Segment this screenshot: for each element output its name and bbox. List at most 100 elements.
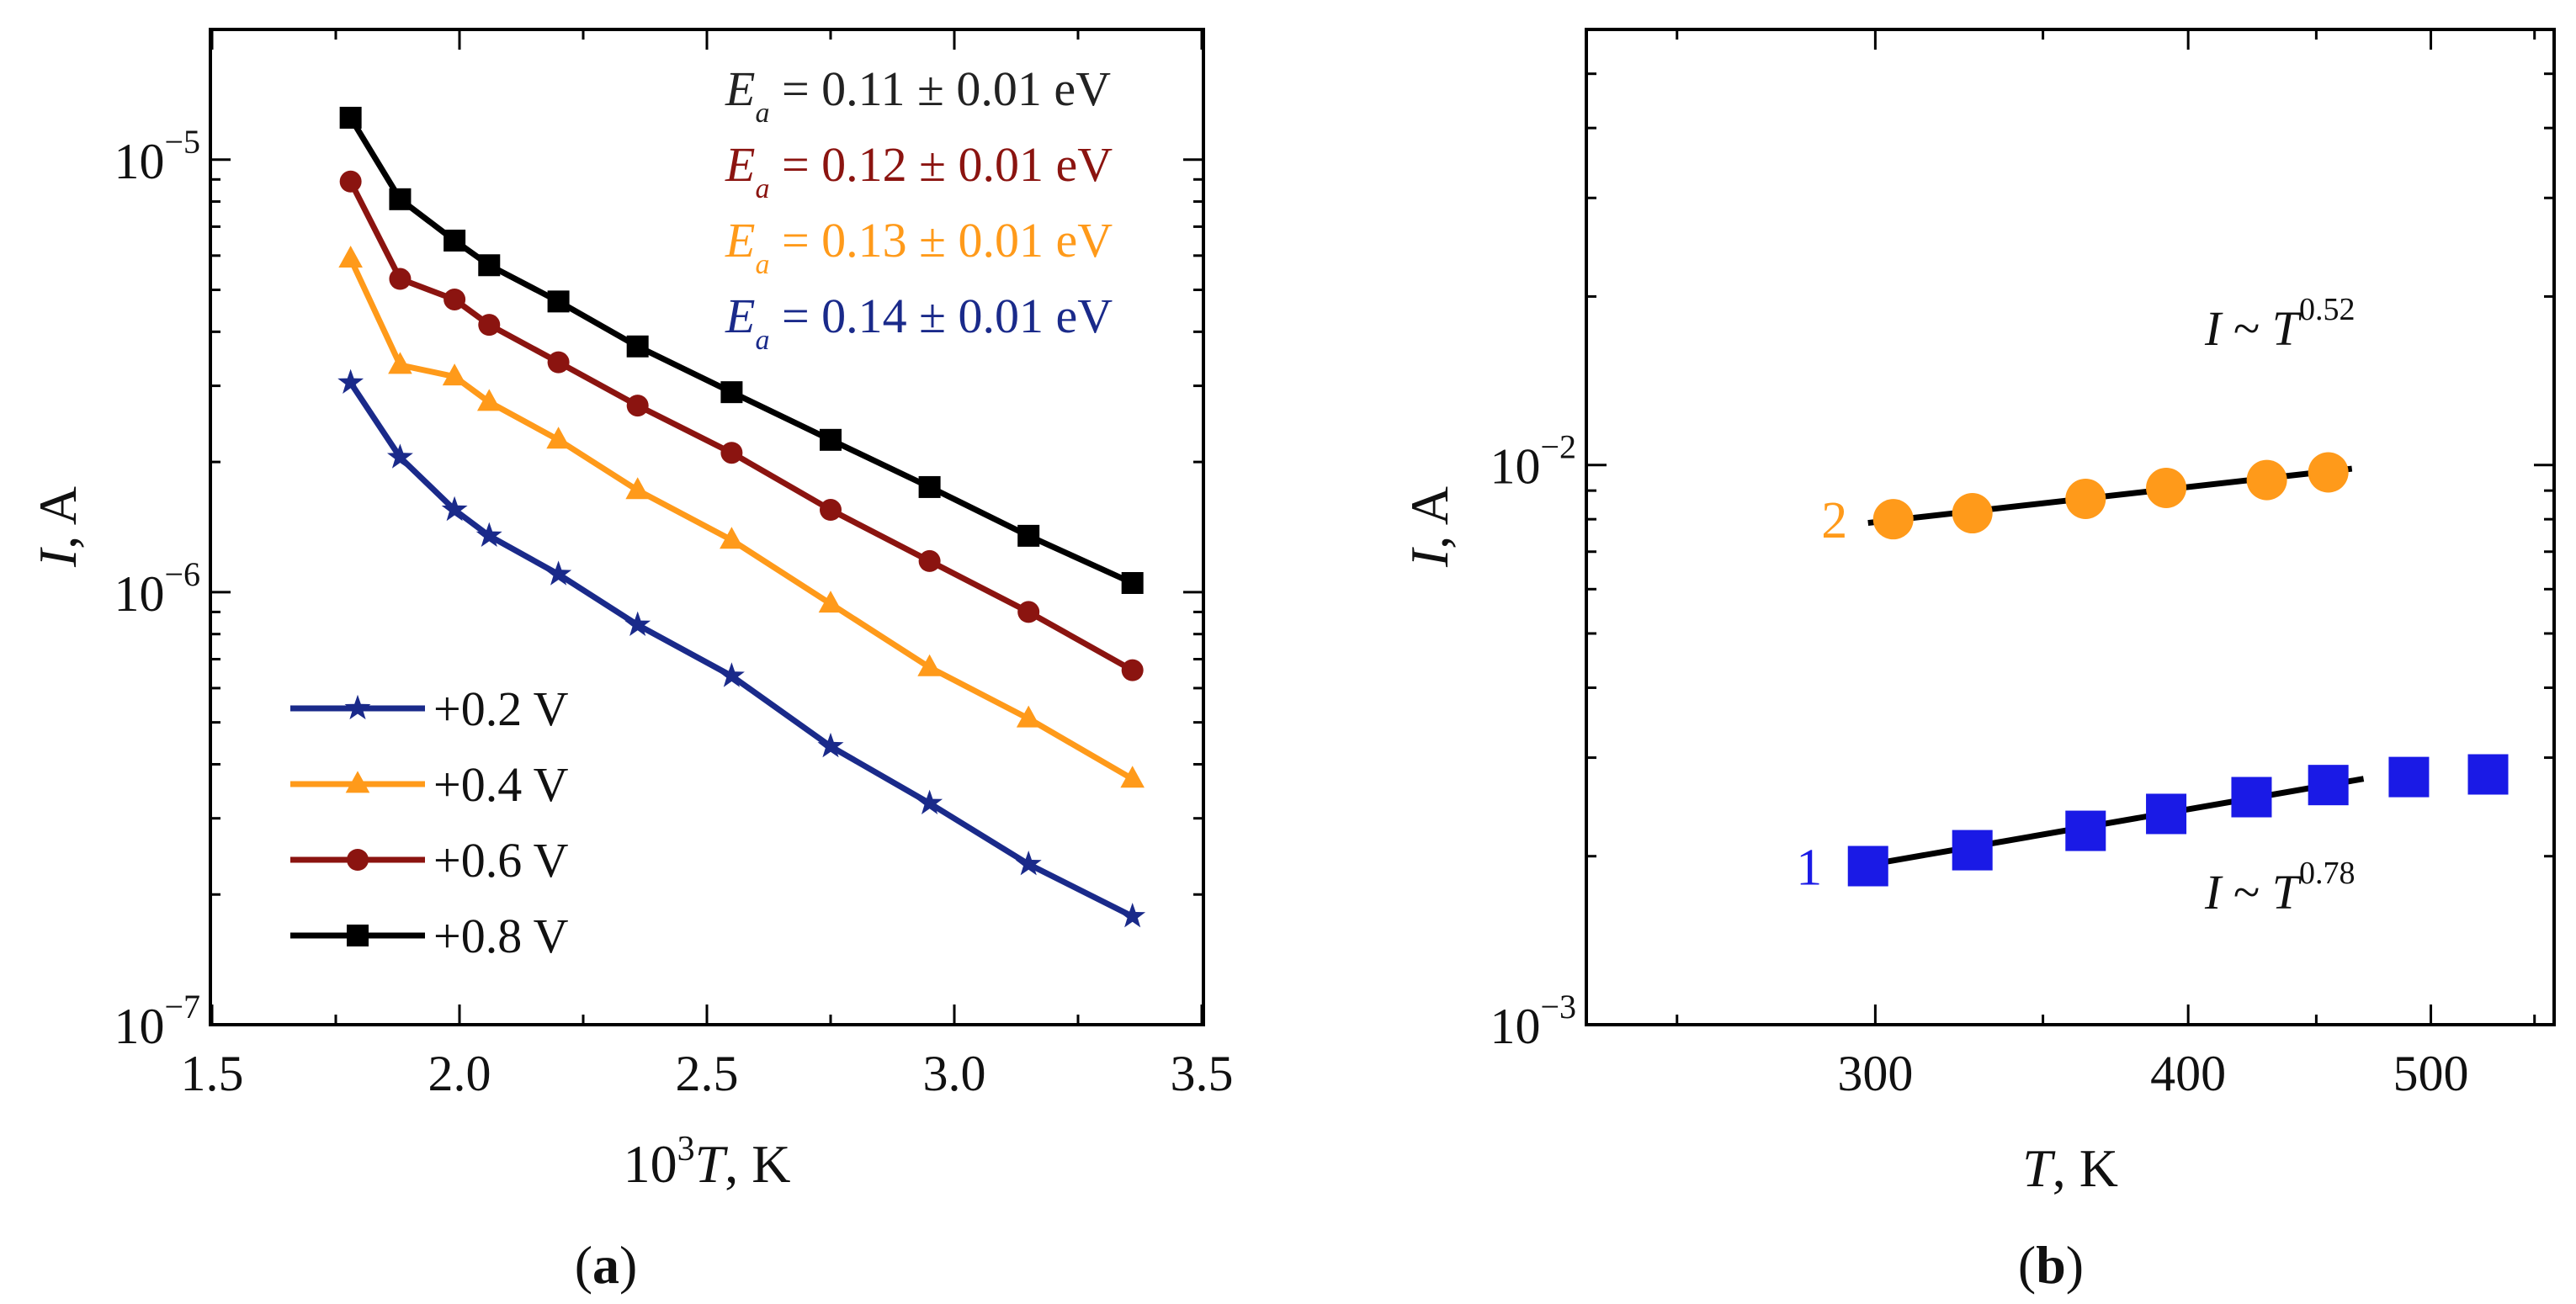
data-point <box>818 591 843 613</box>
series-2: 2 <box>1821 452 2349 549</box>
legend-marker <box>347 849 369 871</box>
fit-label: I ~ T0.78 <box>2204 856 2355 920</box>
data-point <box>2308 765 2349 806</box>
data-point <box>1017 601 1040 623</box>
panel-a-annotations: Ea = 0.11 ± 0.01 eV Ea = 0.12 ± 0.01 eV Ea… <box>725 61 1113 356</box>
legend-label: +0.8 V <box>433 909 569 963</box>
panel-a-x-ticks: 1.5 2.0 2.5 3.0 3.5 <box>181 29 1234 1101</box>
data-point <box>339 170 362 193</box>
panel-a-legend: +0.2 V +0.4 V +0.6 V +0.8 V <box>290 681 569 963</box>
fit-0-78: I ~ T0.78 <box>1867 776 2365 920</box>
data-point <box>916 789 943 814</box>
data-point <box>478 254 501 277</box>
series-0-2-v <box>337 368 1146 928</box>
data-point <box>820 499 842 522</box>
data-point <box>443 288 466 310</box>
data-point <box>1121 659 1144 681</box>
data-point <box>918 475 941 498</box>
legend-marker <box>344 694 371 720</box>
data-point <box>387 443 413 469</box>
panel-b-x-ticks: 300 400 500 <box>1676 29 2536 1101</box>
data-point <box>546 427 571 449</box>
data-point <box>441 496 468 522</box>
data-point <box>337 368 364 394</box>
data-point <box>1847 845 1888 887</box>
data-point <box>478 314 501 337</box>
data-point <box>2065 478 2106 519</box>
data-point <box>1952 493 1993 534</box>
legend-entry: +0.2 V <box>290 681 569 736</box>
data-point <box>1015 851 1042 876</box>
data-point <box>389 188 412 210</box>
data-point <box>2246 459 2287 501</box>
panel-a-y-axis-label: I, A <box>28 486 88 568</box>
legend-entry: +0.6 V <box>290 833 569 888</box>
data-point <box>1016 705 1041 728</box>
fit-line <box>1867 776 2365 868</box>
panel-b-label: (b) <box>2018 1235 2084 1295</box>
data-point <box>339 106 362 129</box>
data-point <box>1119 903 1146 928</box>
y-tick-label: 10−5 <box>114 123 200 189</box>
data-point <box>918 549 941 572</box>
y-tick-label: 10−2 <box>1490 428 1576 495</box>
data-point <box>338 245 363 268</box>
data-point <box>545 560 572 586</box>
series-0-8-v <box>339 106 1144 594</box>
data-point <box>2146 793 2187 835</box>
data-point <box>720 442 743 464</box>
curve-label: 1 <box>1796 840 1822 897</box>
data-point <box>626 395 649 417</box>
series-1: 1 <box>1796 754 2509 897</box>
activation-energy-annotation: Ea = 0.14 ± 0.01 eV <box>725 289 1113 356</box>
legend-entry: +0.8 V <box>290 909 569 963</box>
x-tick-label: 400 <box>2150 1046 2226 1101</box>
data-point <box>1952 830 1993 871</box>
legend-entry: +0.4 V <box>290 757 569 812</box>
data-point <box>2308 452 2349 493</box>
activation-energy-annotation: Ea = 0.12 ± 0.01 eV <box>725 137 1113 204</box>
data-point <box>443 229 466 252</box>
x-tick-label: 2.5 <box>676 1046 739 1101</box>
data-point <box>720 381 743 404</box>
data-point <box>2065 810 2106 851</box>
activation-energy-annotation: Ea = 0.13 ± 0.01 eV <box>725 213 1113 280</box>
legend-marker <box>347 925 369 946</box>
series-0-4-v <box>338 245 1145 788</box>
data-point <box>2231 777 2272 818</box>
data-point <box>1872 499 1914 540</box>
legend-marker <box>345 771 370 793</box>
panel-a-x-axis-label: 103T, K <box>624 1130 791 1194</box>
activation-energy-annotation: Ea = 0.11 ± 0.01 eV <box>725 61 1111 129</box>
data-point <box>917 654 942 676</box>
panel-b-x-axis-label: T, K <box>2022 1138 2118 1198</box>
data-point <box>820 428 842 451</box>
panel-b-plot-frame <box>1585 28 2556 1026</box>
series-0-6-v <box>339 170 1144 681</box>
y-tick-label: 10−6 <box>114 555 200 622</box>
data-point <box>626 335 649 358</box>
data-point <box>624 611 651 636</box>
y-tick-label: 10−3 <box>1490 988 1576 1054</box>
data-point <box>547 290 570 313</box>
data-point <box>547 351 570 374</box>
data-point <box>817 732 844 758</box>
x-tick-label: 500 <box>2393 1046 2469 1101</box>
data-point <box>720 527 744 549</box>
x-tick-label: 2.0 <box>428 1046 491 1101</box>
x-tick-label: 1.5 <box>181 1046 244 1101</box>
panel-b: 300 400 500 10−310−2 I ~ T0.52I ~ T0.78 21… <box>1400 28 2556 1295</box>
data-point <box>625 477 650 500</box>
y-tick-label: 10−7 <box>114 988 200 1054</box>
panel-a-label: (a) <box>575 1235 638 1295</box>
data-point <box>1121 571 1144 594</box>
legend-label: +0.2 V <box>433 681 569 736</box>
panel-a: 1.5 2.0 2.5 3.0 3.5 10−7 10−6 10−5 Ea = 0.11 ±… <box>28 28 1234 1295</box>
data-point <box>1120 766 1145 788</box>
data-point <box>2146 467 2187 508</box>
data-point <box>718 662 745 687</box>
data-point <box>389 268 412 290</box>
x-tick-label: 300 <box>1837 1046 1913 1101</box>
panel-a-y-ticks: 10−7 10−6 10−5 <box>114 123 1203 1054</box>
